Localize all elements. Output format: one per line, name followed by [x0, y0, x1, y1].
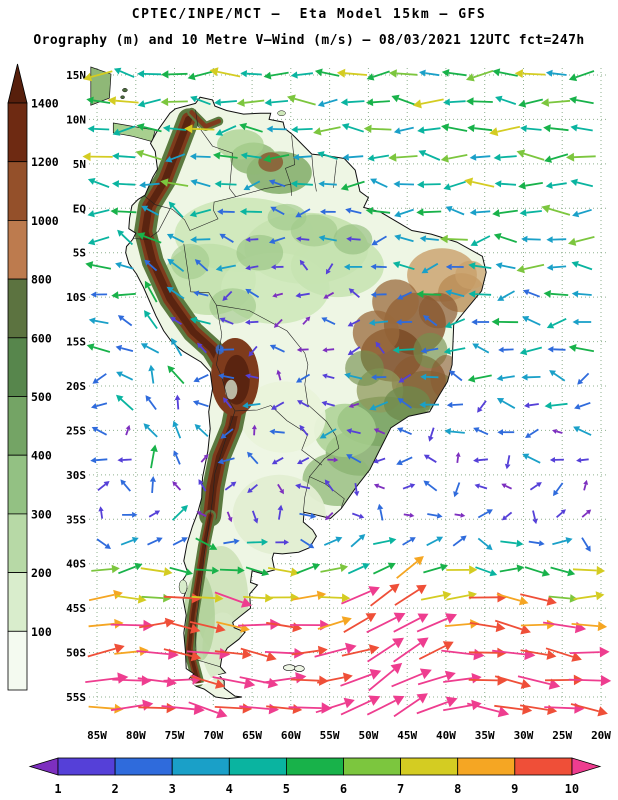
chart-subtitle: Orography (m) and 10 Metre V—Wind (m/s) …	[33, 33, 585, 48]
lat-tick-label: 10N	[66, 113, 86, 126]
lon-tick-label: 40W	[436, 729, 456, 742]
elevation-tick-label: 200	[31, 566, 52, 580]
lat-tick-label: 5S	[73, 247, 86, 260]
elevation-tick-label: 600	[31, 331, 52, 345]
elevation-colorbar-arrow	[7, 63, 28, 104]
axis-labels: 15N 10N 5N EQ 5S 10S 15S 20S 25S 30S 35S 40S 45S 50S 5…	[66, 69, 611, 742]
windspeed-tick-label: 3	[169, 782, 176, 796]
elevation-tick-label: 1000	[31, 214, 59, 228]
windspeed-colorbar: 1 2 3 4 5 6 7 8 9 10	[28, 757, 602, 796]
windspeed-tick-label: 1	[54, 782, 61, 796]
elevation-colorbar: 1400 1200 1000 800 600 500 400 300 200 100	[7, 63, 59, 691]
lon-tick-label: 30W	[514, 729, 534, 742]
windspeed-tick-label: 9	[511, 782, 518, 796]
lat-tick-label: 15N	[66, 69, 86, 82]
lon-tick-label: 85W	[87, 729, 107, 742]
islands	[178, 110, 305, 672]
elevation-tick-label: 300	[31, 507, 52, 521]
lat-tick-label: 10S	[66, 291, 86, 304]
windspeed-tick-label: 5	[283, 782, 290, 796]
windspeed-tick-label: 2	[111, 782, 118, 796]
lon-tick-label: 55W	[320, 729, 340, 742]
elevation-tick-label: 800	[31, 273, 52, 287]
lon-tick-label: 75W	[165, 729, 185, 742]
windspeed-colorbar-right-arrow	[571, 757, 602, 776]
lon-tick-label: 50W	[358, 729, 378, 742]
lat-tick-label: 5N	[73, 158, 86, 171]
lat-tick-label: 30S	[66, 469, 86, 482]
lat-tick-label: 20S	[66, 380, 86, 393]
elevation-tick-label: 1200	[31, 155, 59, 169]
windspeed-tick-label: 7	[397, 782, 404, 796]
windspeed-tick-label: 10	[565, 782, 579, 796]
windspeed-tick-label: 6	[340, 782, 347, 796]
wind-arrows	[82, 67, 612, 719]
lon-tick-label: 70W	[203, 729, 223, 742]
elevation-tick-label: 100	[31, 625, 52, 639]
lat-tick-label: 55S	[66, 691, 86, 704]
lon-tick-label: 25W	[552, 729, 572, 742]
lon-tick-label: 65W	[242, 729, 262, 742]
windspeed-colorbar-left-arrow	[28, 757, 59, 776]
windspeed-tick-label: 8	[454, 782, 461, 796]
lon-tick-label: 45W	[397, 729, 417, 742]
lat-tick-label: 35S	[66, 513, 86, 526]
elevation-tick-label: 1400	[31, 97, 59, 111]
lat-tick-label: 45S	[66, 602, 86, 615]
chart-title: CPTEC/INPE/MCT — Eta Model 15km — GFS	[131, 7, 487, 22]
lat-tick-label: EQ	[73, 202, 87, 215]
lat-tick-label: 50S	[66, 647, 86, 660]
elevation-tick-label: 400	[31, 449, 52, 463]
lat-tick-label: 15S	[66, 336, 86, 349]
lon-tick-label: 60W	[281, 729, 301, 742]
south-america-map	[90, 66, 487, 700]
lat-tick-label: 25S	[66, 424, 86, 437]
lon-tick-label: 80W	[126, 729, 146, 742]
lon-tick-label: 20W	[591, 729, 611, 742]
lat-tick-label: 40S	[66, 558, 86, 571]
windspeed-tick-label: 4	[226, 782, 233, 796]
elevation-tick-label: 500	[31, 390, 52, 404]
lon-tick-label: 35W	[475, 729, 495, 742]
